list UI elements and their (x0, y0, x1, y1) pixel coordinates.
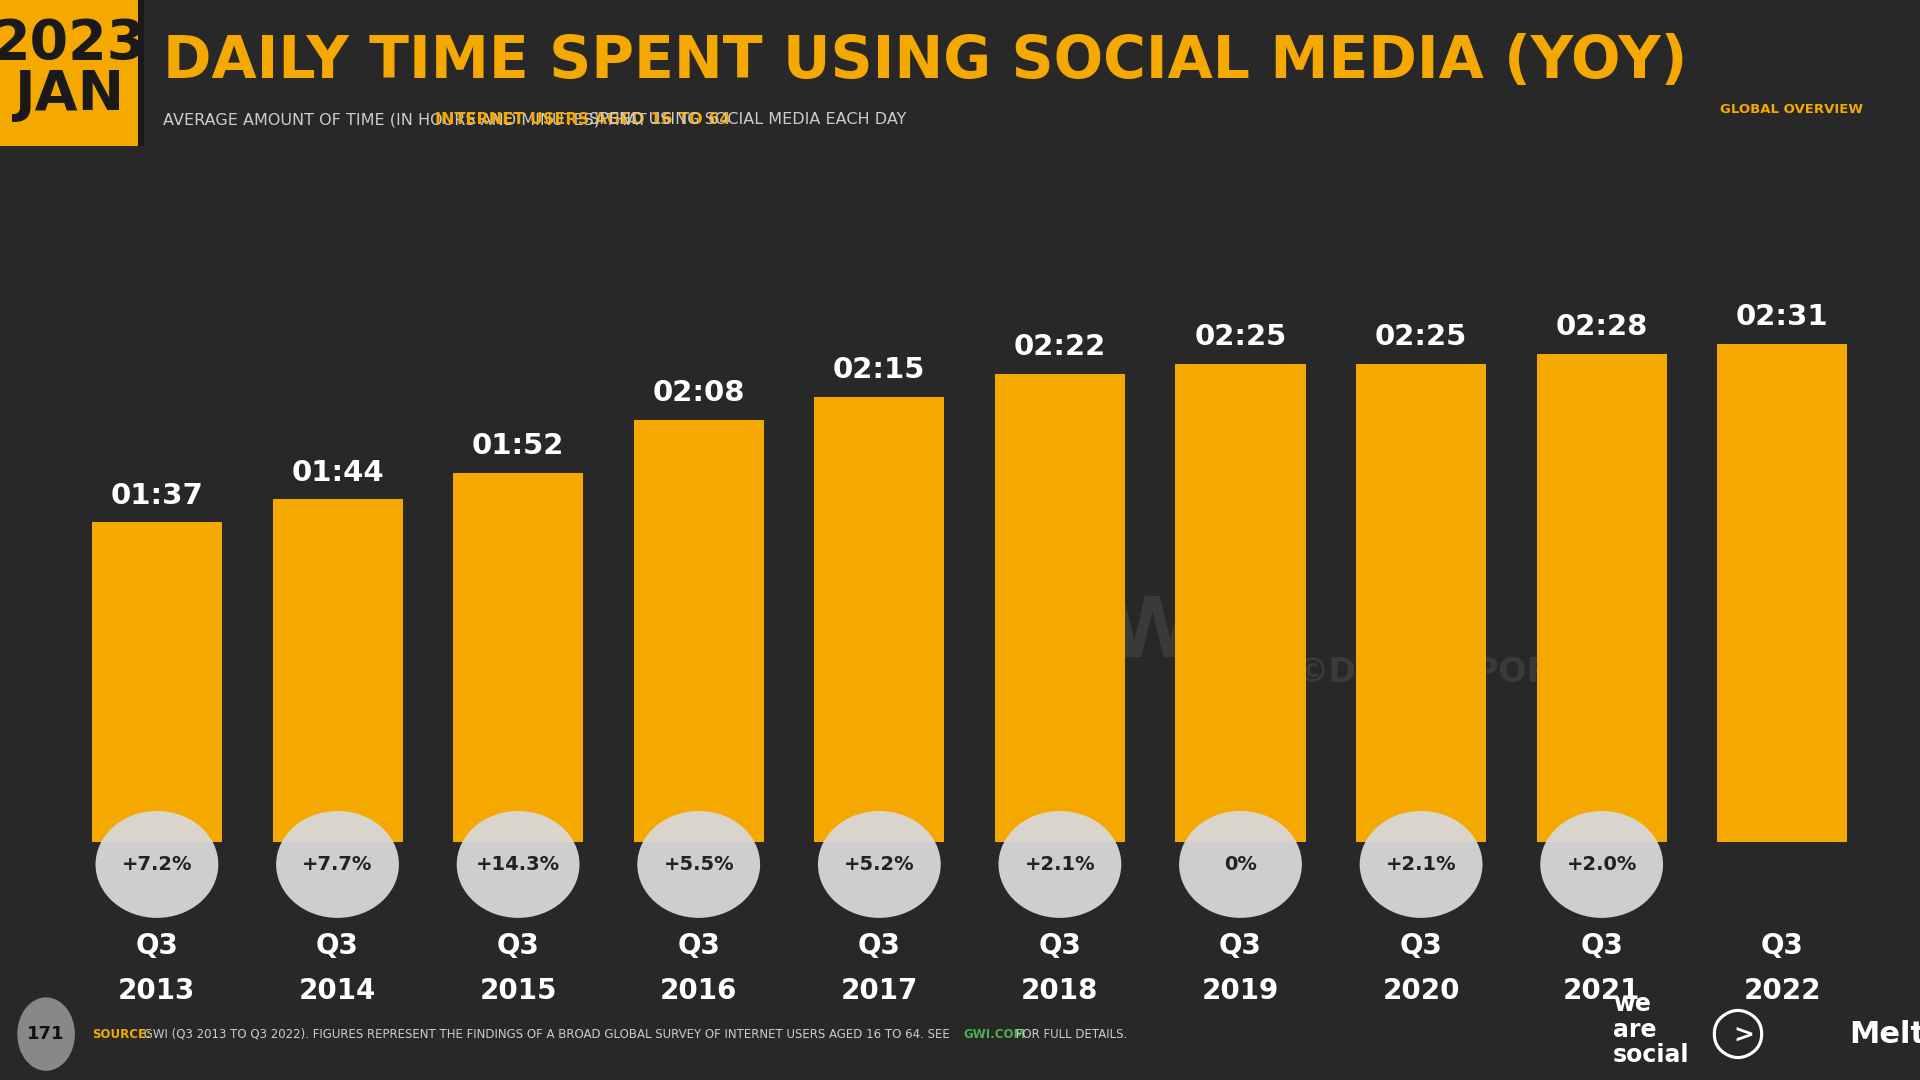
Text: Q3: Q3 (678, 932, 720, 960)
Ellipse shape (276, 811, 399, 918)
Text: 02:25: 02:25 (1194, 323, 1286, 351)
Text: 2014: 2014 (300, 976, 376, 1004)
Text: +5.5%: +5.5% (664, 855, 733, 874)
Text: Q3: Q3 (1761, 932, 1803, 960)
Text: +2.1%: +2.1% (1025, 855, 1094, 874)
Text: +7.2%: +7.2% (121, 855, 192, 874)
Ellipse shape (818, 811, 941, 918)
Text: 2018: 2018 (1021, 976, 1098, 1004)
Text: we
are
social: we are social (1613, 991, 1690, 1067)
Text: 2016: 2016 (660, 976, 737, 1004)
Ellipse shape (1540, 811, 1663, 918)
Bar (1716, 343, 1847, 842)
Bar (273, 499, 403, 842)
Text: 01:44: 01:44 (292, 459, 384, 487)
Text: GLOBAL OVERVIEW: GLOBAL OVERVIEW (1720, 103, 1862, 116)
Text: SOURCE:: SOURCE: (92, 1027, 152, 1041)
Text: 01:37: 01:37 (111, 482, 204, 510)
Text: 01:52: 01:52 (472, 432, 564, 460)
Text: FOR FULL DETAILS.: FOR FULL DETAILS. (1012, 1027, 1127, 1041)
Text: Meltwater: Meltwater (1849, 1020, 1920, 1049)
Text: +2.1%: +2.1% (1386, 855, 1457, 874)
Bar (1175, 364, 1306, 842)
Text: Q3: Q3 (317, 932, 359, 960)
Ellipse shape (96, 811, 219, 918)
Ellipse shape (1359, 811, 1482, 918)
Text: 2023: 2023 (0, 16, 146, 71)
Text: INTERNET USERS AGED 16 TO 64: INTERNET USERS AGED 16 TO 64 (434, 112, 730, 127)
Text: 2021: 2021 (1563, 976, 1640, 1004)
Text: 02:15: 02:15 (833, 356, 925, 384)
Ellipse shape (637, 811, 760, 918)
Ellipse shape (998, 811, 1121, 918)
Text: Q3: Q3 (1219, 932, 1261, 960)
Text: +5.2%: +5.2% (845, 855, 914, 874)
Bar (1356, 364, 1486, 842)
Text: ©DATAREPORTAL: ©DATAREPORTAL (1296, 657, 1619, 689)
Text: +2.0%: +2.0% (1567, 855, 1638, 874)
Text: GWI.: GWI. (1039, 593, 1261, 674)
Text: 0%: 0% (1225, 855, 1258, 874)
Text: JAN: JAN (13, 68, 125, 122)
Text: Q3: Q3 (497, 932, 540, 960)
Text: 171: 171 (27, 1025, 65, 1043)
Text: Q3: Q3 (1400, 932, 1442, 960)
Text: Q3: Q3 (136, 932, 179, 960)
Text: 2020: 2020 (1382, 976, 1459, 1004)
Text: >: > (1734, 1024, 1753, 1048)
Text: +14.3%: +14.3% (476, 855, 561, 874)
Text: 2015: 2015 (480, 976, 557, 1004)
Ellipse shape (1179, 811, 1302, 918)
Text: 02:25: 02:25 (1375, 323, 1467, 351)
Ellipse shape (457, 811, 580, 918)
Text: DAILY TIME SPENT USING SOCIAL MEDIA (YOY): DAILY TIME SPENT USING SOCIAL MEDIA (YOY… (163, 32, 1688, 90)
Text: 2017: 2017 (841, 976, 918, 1004)
Text: Q3: Q3 (858, 932, 900, 960)
Text: AVERAGE AMOUNT OF TIME (IN HOURS AND MINUTES) THAT: AVERAGE AMOUNT OF TIME (IN HOURS AND MIN… (163, 112, 653, 127)
Text: SPEND USING SOCIAL MEDIA EACH DAY: SPEND USING SOCIAL MEDIA EACH DAY (584, 112, 906, 127)
Text: 02:31: 02:31 (1736, 303, 1828, 332)
Bar (995, 374, 1125, 842)
Bar (814, 396, 945, 842)
Text: 02:28: 02:28 (1555, 313, 1647, 341)
Text: GWI.COM: GWI.COM (964, 1027, 1025, 1041)
Text: Q3: Q3 (1580, 932, 1622, 960)
Bar (1536, 354, 1667, 842)
Bar (634, 420, 764, 842)
Bar (453, 473, 584, 842)
Text: GWI (Q3 2013 TO Q3 2022). FIGURES REPRESENT THE FINDINGS OF A BROAD GLOBAL SURVE: GWI (Q3 2013 TO Q3 2022). FIGURES REPRES… (140, 1027, 954, 1041)
Text: Q3: Q3 (1039, 932, 1081, 960)
Text: +7.7%: +7.7% (301, 855, 372, 874)
Text: 2022: 2022 (1743, 976, 1820, 1004)
Text: 02:08: 02:08 (653, 379, 745, 407)
Ellipse shape (17, 998, 75, 1071)
Bar (92, 523, 223, 842)
Text: 02:22: 02:22 (1014, 334, 1106, 361)
Text: ◯: ◯ (1709, 1009, 1766, 1059)
Text: 2013: 2013 (119, 976, 196, 1004)
Text: 2019: 2019 (1202, 976, 1279, 1004)
